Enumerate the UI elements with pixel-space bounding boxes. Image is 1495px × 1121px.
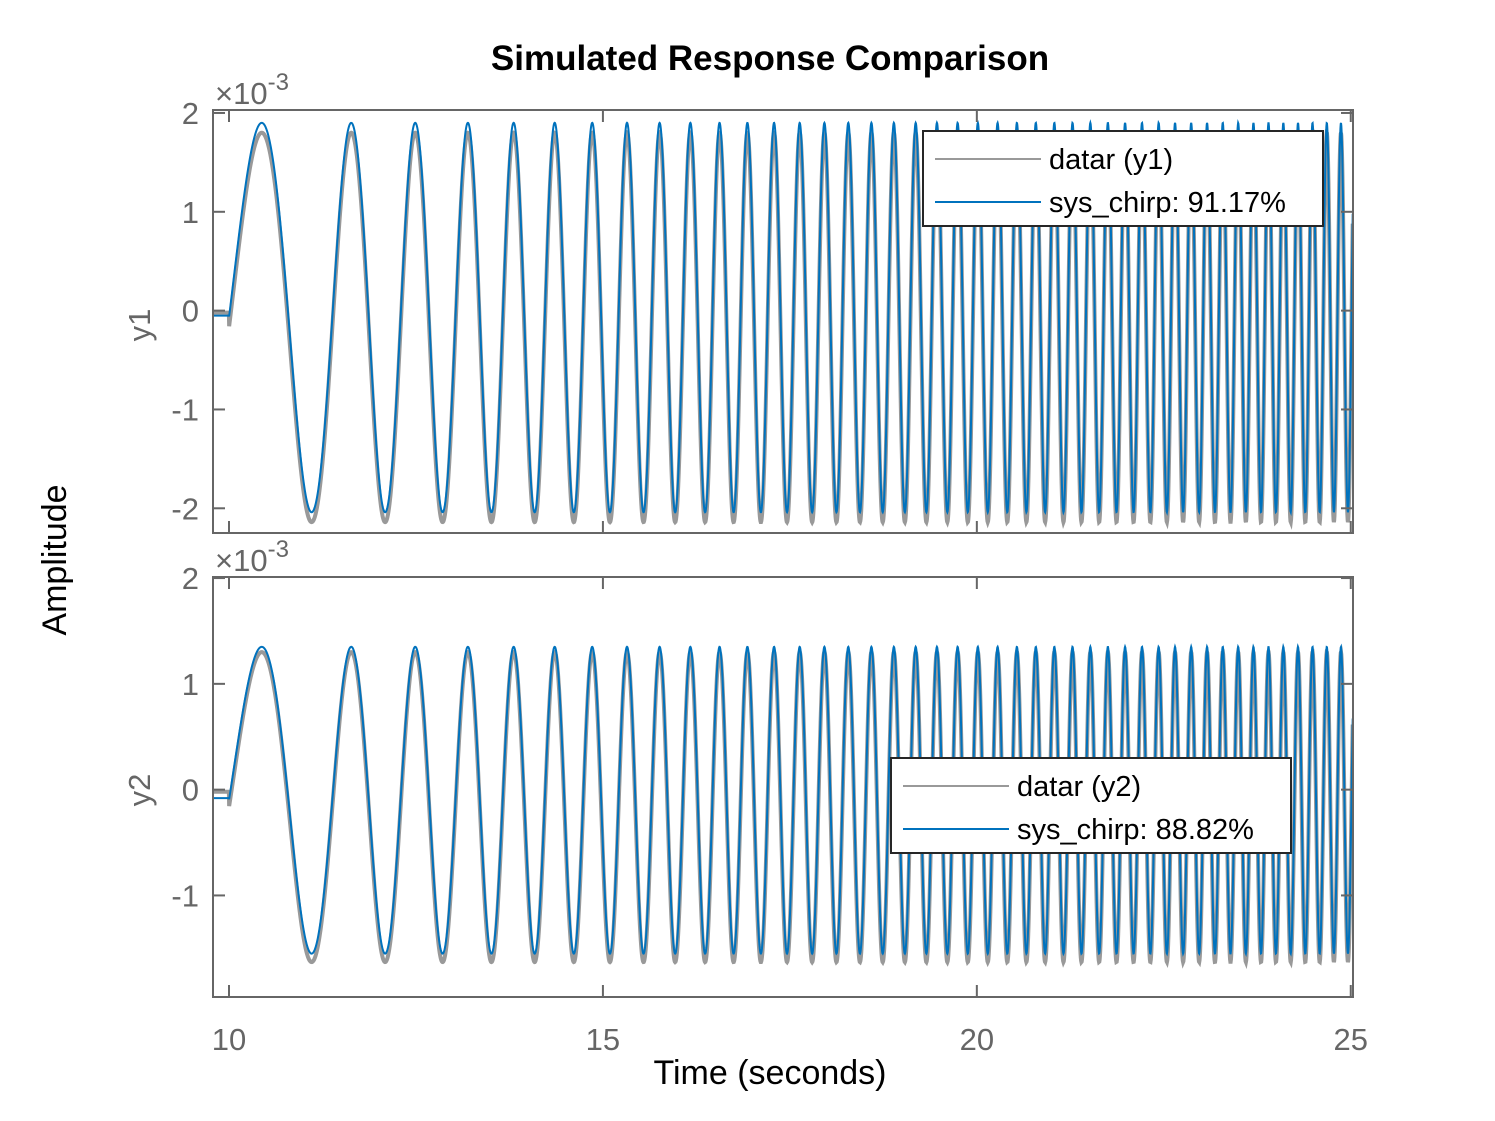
chart-title: Simulated Response Comparison	[491, 39, 1049, 78]
y-tick-label: -2	[171, 491, 199, 526]
legend-box	[890, 757, 1292, 854]
y-tick-label: -1	[171, 392, 199, 427]
exponent-base: ×10	[215, 543, 268, 578]
legend-entry: sys_chirp: 91.17%	[1049, 187, 1286, 219]
y-tick-label: 1	[182, 667, 199, 702]
legend-entry: datar (y2)	[1017, 771, 1141, 803]
subplot-y-label: y2	[122, 774, 157, 807]
y-axis-label: Amplitude	[36, 484, 74, 635]
y-tick-label: -1	[171, 878, 199, 913]
legend: datar (y2) sys_chirp: 88.82%	[890, 757, 1292, 854]
y-tick-label: 0	[182, 294, 199, 329]
y-exponent-label: ×10-3	[215, 69, 289, 111]
y-tick-label: 0	[182, 773, 199, 808]
y-tick-label: 2	[182, 561, 199, 596]
legend-entry: sys_chirp: 88.82%	[1017, 814, 1254, 846]
legend-entry: datar (y1)	[1049, 144, 1173, 176]
series-line-model	[213, 119, 1353, 517]
exponent-power: -3	[268, 536, 289, 563]
y-exponent-label: ×10-3	[215, 536, 289, 578]
exponent-power: -3	[268, 69, 289, 96]
x-tick-label: 10	[212, 1022, 246, 1057]
axes-frame	[212, 576, 1354, 998]
exponent-base: ×10	[215, 76, 268, 111]
subplot-y2: 10 15 20 25 -1 0 1 2 ×10-3 y2 datar (y2) sys_chirp:…	[122, 536, 1368, 1057]
subplot-y1: -2 -1 0 1 2 ×10-3 y1 datar (y1) sys_chirp: 91.17…	[122, 69, 1354, 534]
x-tick-label: 20	[960, 1022, 994, 1057]
subplot-y-label: y1	[122, 309, 157, 342]
x-axis-label: Time (seconds)	[653, 1054, 886, 1092]
x-tick-label: 15	[586, 1022, 620, 1057]
y-tick-label: 2	[182, 96, 199, 131]
x-tick-label: 25	[1334, 1022, 1368, 1057]
legend: datar (y1) sys_chirp: 91.17%	[922, 130, 1324, 227]
y-tick-label: 1	[182, 195, 199, 230]
axes-frame	[212, 109, 1354, 534]
legend-box	[922, 130, 1324, 227]
